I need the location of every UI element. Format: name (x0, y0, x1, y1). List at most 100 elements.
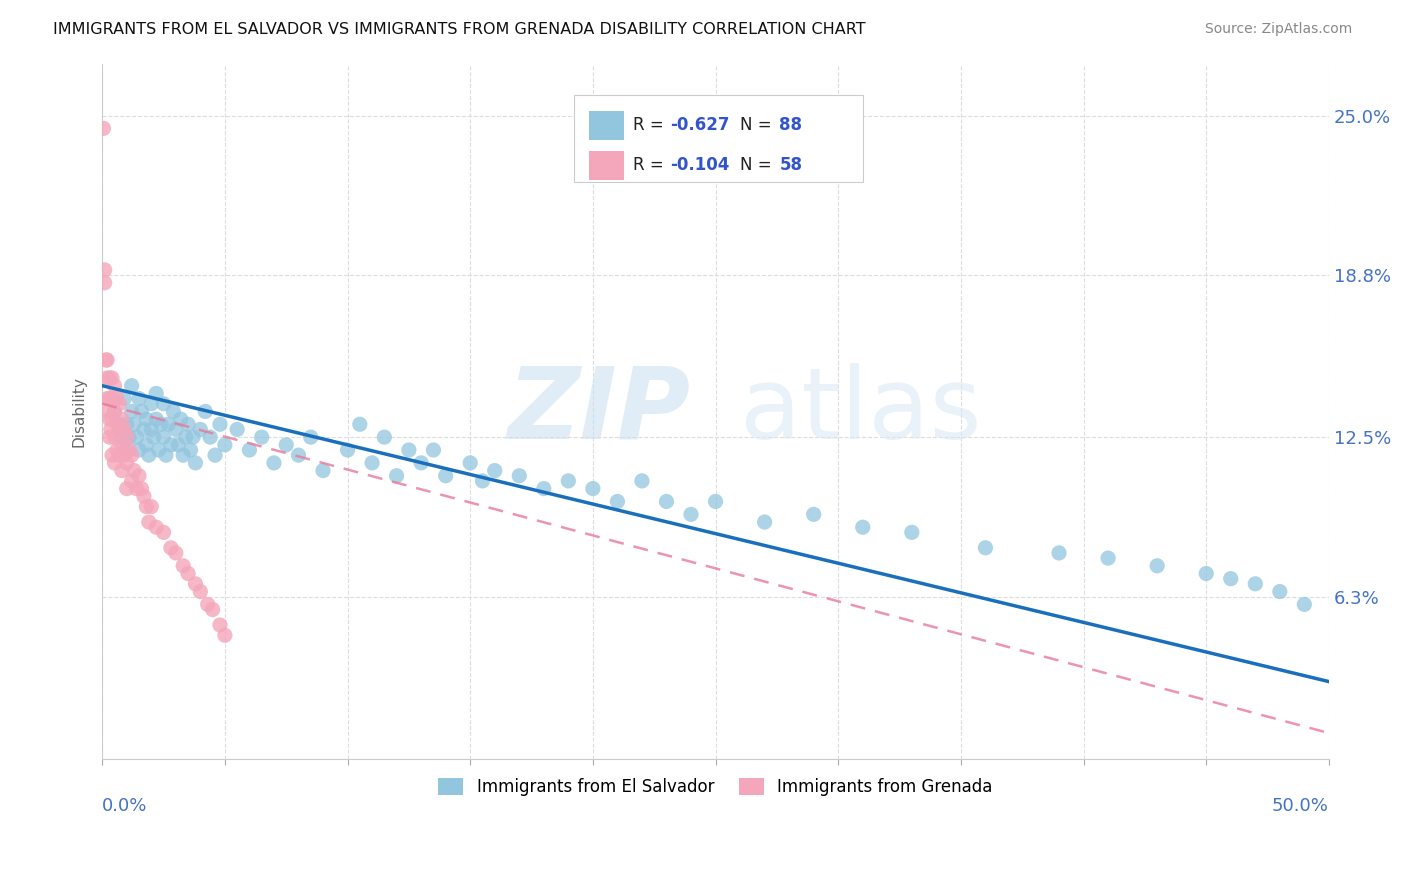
Point (336, 443, 359, 458)
Point (131, 404, 153, 418)
Text: ZIP: ZIP (508, 363, 690, 460)
Point (194, 404, 217, 418)
Point (160, 438, 183, 452)
Point (606, 494, 628, 508)
Point (112, 392, 135, 406)
Point (145, 386, 167, 401)
Point (98, 371, 121, 385)
Point (299, 430, 322, 444)
Point (96, 353, 118, 368)
Point (121, 404, 143, 418)
Point (214, 438, 236, 452)
Text: N =: N = (740, 116, 778, 134)
Point (93, 263, 115, 277)
Point (204, 448, 226, 462)
Point (160, 541, 183, 555)
Point (422, 443, 444, 458)
Point (181, 430, 204, 444)
Point (94, 353, 117, 368)
Point (108, 417, 131, 432)
Point (484, 464, 506, 478)
Point (125, 482, 148, 496)
Point (135, 438, 157, 452)
FancyBboxPatch shape (589, 151, 623, 180)
Text: 50.0%: 50.0% (1272, 797, 1329, 815)
Legend: Immigrants from El Salvador, Immigrants from Grenada: Immigrants from El Salvador, Immigrants … (432, 771, 1000, 803)
Point (128, 443, 150, 458)
Point (103, 404, 125, 418)
Y-axis label: Disability: Disability (72, 376, 86, 447)
Point (631, 474, 654, 488)
Point (111, 464, 134, 478)
Point (349, 417, 371, 432)
Point (238, 443, 260, 458)
Point (115, 456, 138, 470)
Point (679, 508, 702, 522)
Point (145, 520, 167, 534)
Point (115, 443, 138, 458)
Point (115, 417, 138, 432)
Point (98, 430, 121, 444)
Text: -0.627: -0.627 (671, 116, 730, 134)
Point (96, 371, 118, 385)
Point (118, 430, 141, 444)
Point (434, 468, 457, 483)
Point (141, 500, 163, 514)
Point (533, 482, 555, 496)
Text: IMMIGRANTS FROM EL SALVADOR VS IMMIGRANTS FROM GRENADA DISABILITY CORRELATION CH: IMMIGRANTS FROM EL SALVADOR VS IMMIGRANT… (53, 22, 866, 37)
Text: N =: N = (740, 156, 778, 175)
Point (135, 500, 157, 514)
Point (138, 515, 160, 529)
Point (103, 378, 125, 392)
Point (197, 598, 219, 612)
Point (373, 430, 395, 444)
Point (132, 422, 155, 436)
Point (108, 397, 131, 411)
Point (103, 430, 125, 444)
Point (121, 474, 143, 488)
Point (108, 448, 131, 462)
Point (112, 422, 135, 436)
Text: -0.104: -0.104 (671, 156, 730, 175)
Point (901, 525, 924, 540)
Point (557, 474, 579, 488)
Text: R =: R = (633, 116, 669, 134)
Point (226, 422, 249, 436)
Point (152, 525, 174, 540)
Point (112, 448, 135, 462)
Point (754, 515, 776, 529)
Text: 58: 58 (779, 156, 803, 175)
Point (115, 482, 138, 496)
Point (177, 417, 200, 432)
Point (98, 412, 121, 426)
Point (1244, 577, 1267, 591)
Point (276, 438, 298, 452)
Point (167, 438, 190, 452)
Point (201, 602, 224, 616)
Text: 0.0%: 0.0% (103, 797, 148, 815)
Point (98, 392, 121, 406)
Text: atlas: atlas (740, 363, 981, 460)
Point (582, 482, 605, 496)
Text: Source: ZipAtlas.com: Source: ZipAtlas.com (1205, 22, 1353, 37)
Point (105, 443, 128, 458)
Text: 88: 88 (779, 116, 803, 134)
Point (101, 392, 124, 406)
Point (398, 443, 420, 458)
Point (852, 520, 875, 534)
Point (803, 508, 825, 522)
Point (105, 417, 128, 432)
Point (122, 464, 145, 478)
Point (142, 430, 165, 444)
Point (208, 417, 231, 432)
Point (1268, 584, 1291, 599)
Point (148, 443, 170, 458)
Point (96, 392, 118, 406)
Point (174, 430, 197, 444)
Point (172, 558, 194, 573)
Point (152, 397, 174, 411)
Point (100, 422, 122, 436)
Point (97, 404, 120, 418)
Point (155, 448, 177, 462)
Point (115, 430, 138, 444)
